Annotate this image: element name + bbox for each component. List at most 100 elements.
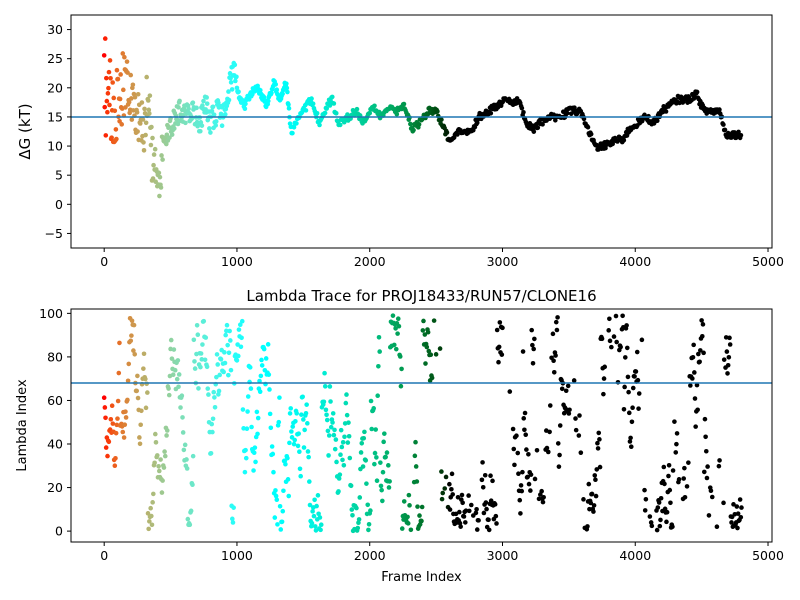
lambda-point: [135, 373, 140, 379]
delta-g-point: [317, 122, 322, 128]
delta-g-point: [144, 74, 149, 80]
lambda-point: [424, 344, 430, 350]
lambda-point: [356, 517, 362, 522]
lambda-point: [143, 405, 149, 411]
lambda-point: [346, 420, 351, 425]
lambda-point: [613, 313, 619, 319]
lambda-point: [210, 429, 215, 435]
lambda-point: [721, 500, 726, 506]
lambda-point: [106, 439, 112, 445]
lambda-point: [620, 313, 625, 319]
lambda-point: [494, 521, 499, 526]
lambda-point: [433, 352, 439, 357]
lambda-point: [724, 349, 730, 354]
lambda-point: [328, 399, 333, 404]
lambda-point: [344, 412, 350, 418]
lambda-point: [294, 411, 300, 416]
y-tick-label: 60: [47, 393, 63, 408]
lambda-point: [607, 316, 612, 322]
lambda-point: [257, 378, 262, 384]
delta-g-point: [226, 89, 231, 94]
lambda-point: [423, 361, 428, 366]
lambda-point: [497, 320, 503, 325]
lambda-point: [188, 508, 194, 514]
y-tick-label: −5: [45, 226, 63, 241]
lambda-point: [414, 479, 420, 484]
lambda-point: [692, 396, 698, 401]
delta-g-point: [148, 142, 154, 148]
delta-g-point: [183, 120, 188, 126]
delta-g-point: [243, 101, 248, 107]
delta-g-point: [142, 106, 147, 112]
lambda-point: [239, 335, 244, 341]
lambda-point: [160, 478, 165, 483]
lambda-point: [405, 521, 411, 526]
lambda-point: [622, 355, 628, 360]
lambda-point: [121, 435, 127, 440]
delta-g-point: [738, 132, 744, 138]
lambda-point: [148, 505, 153, 511]
lambda-point: [654, 527, 660, 533]
lambda-point: [662, 481, 667, 487]
delta-g-point: [150, 176, 156, 181]
lambda-point: [642, 487, 647, 493]
lambda-point: [324, 412, 329, 418]
lambda-point: [697, 359, 702, 365]
lambda-point: [397, 354, 403, 359]
lambda-point: [216, 392, 221, 397]
lambda-point: [627, 439, 633, 444]
lambda-point: [691, 342, 696, 348]
lambda-point: [536, 496, 542, 502]
lambda-point: [360, 464, 366, 469]
lambda-point: [526, 451, 531, 457]
lambda-point: [214, 374, 219, 380]
delta-g-point: [234, 85, 240, 91]
lambda-point: [112, 463, 118, 469]
lambda-point: [488, 498, 494, 503]
lambda-point: [272, 515, 278, 520]
lambda-point: [306, 454, 311, 460]
delta-g-point: [121, 87, 126, 93]
delta-g-axes-frame: [70, 14, 773, 249]
lambda-point: [190, 453, 196, 459]
lambda-point: [211, 389, 217, 395]
lambda-point: [266, 372, 272, 377]
lambda-x-axis-label: Frame Index: [381, 570, 462, 585]
lambda-point: [484, 506, 489, 512]
lambda-point: [632, 374, 637, 379]
delta-g-point: [488, 110, 494, 116]
lambda-point: [532, 476, 538, 482]
y-tick-label: 0: [55, 197, 63, 212]
lambda-point: [168, 337, 174, 343]
lambda-point: [440, 490, 446, 496]
delta-g-point: [290, 130, 295, 136]
lambda-point: [716, 463, 722, 469]
lambda-point: [429, 375, 435, 381]
lambda-point: [166, 386, 171, 391]
lambda-point: [482, 472, 488, 478]
lambda-point: [357, 495, 363, 500]
lambda-point: [421, 318, 426, 324]
lambda-point: [699, 318, 704, 323]
delta-g-point: [663, 109, 669, 114]
lambda-point: [238, 344, 244, 350]
lambda-point: [476, 518, 481, 523]
delta-g-point: [213, 123, 219, 128]
lambda-point: [705, 464, 710, 469]
y-tick-label: 25: [47, 51, 63, 66]
lambda-point: [326, 433, 332, 438]
lambda-point: [156, 463, 161, 469]
lambda-point: [694, 382, 700, 388]
lambda-point: [214, 352, 220, 357]
lambda-point: [259, 363, 265, 368]
lambda-point: [102, 405, 108, 410]
delta-g-point: [285, 89, 290, 95]
delta-g-point: [103, 133, 109, 138]
lambda-point: [152, 460, 157, 466]
delta-g-point: [102, 104, 108, 110]
lambda-point: [561, 410, 567, 416]
lambda-point: [437, 346, 443, 351]
delta-g-point: [118, 72, 123, 77]
lambda-point: [290, 424, 296, 429]
lambda-chart-title: Lambda Trace for PROJ18433/RUN57/CLONE16: [246, 287, 596, 305]
